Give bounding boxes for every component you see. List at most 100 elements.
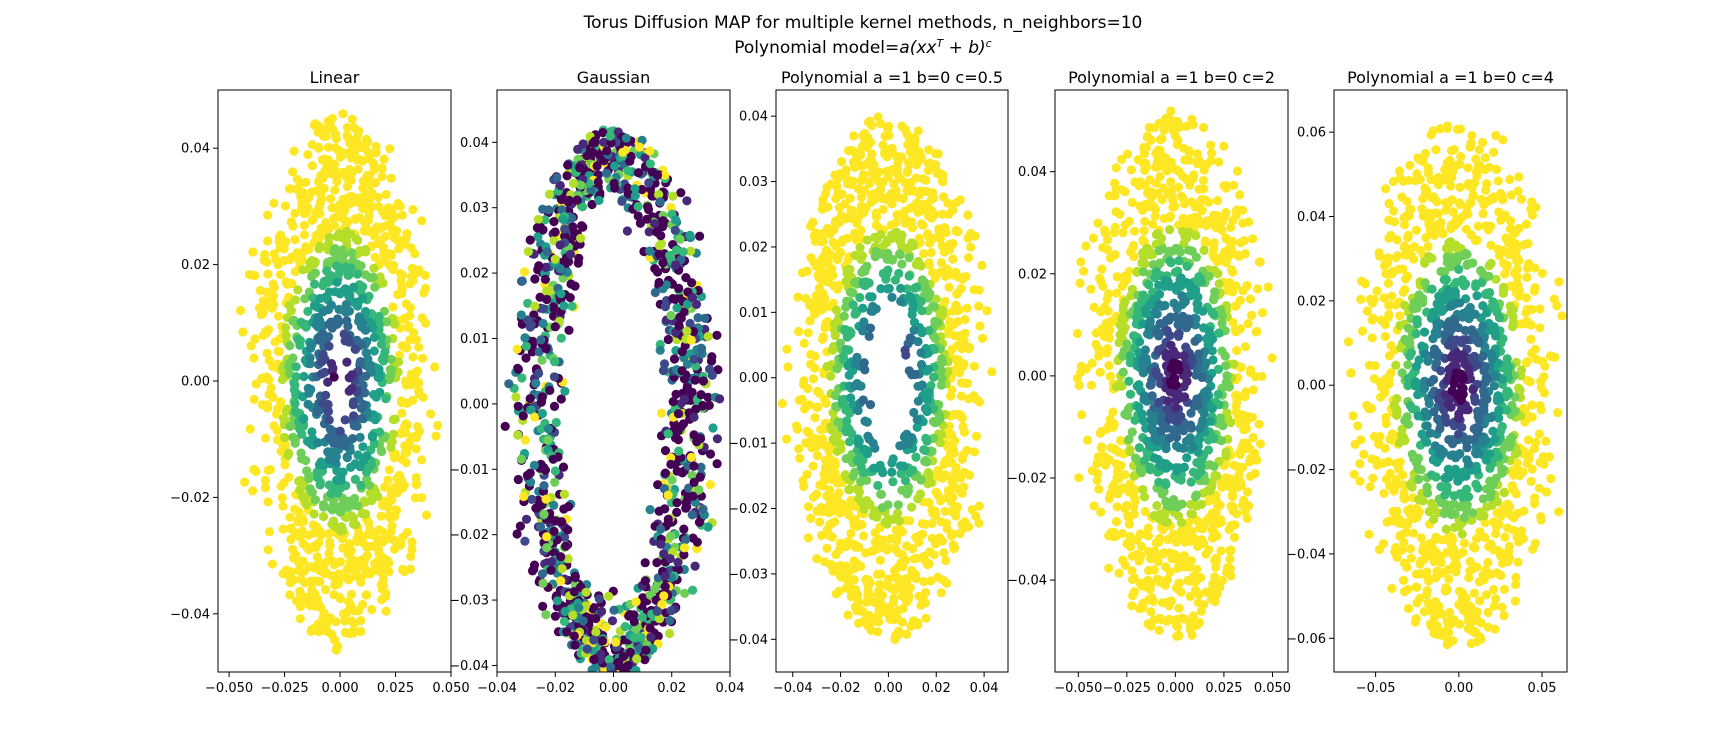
scatter-point [406, 552, 415, 561]
scatter-point [661, 469, 670, 478]
scatter-point [521, 436, 530, 445]
scatter-point [357, 404, 366, 413]
scatter-point [297, 199, 306, 208]
scatter-point [265, 390, 274, 399]
scatter-point [945, 283, 954, 292]
scatter-point [595, 594, 604, 603]
scatter-point [800, 339, 809, 348]
scatter-point [332, 571, 341, 580]
scatter-point [958, 455, 967, 464]
scatter-point [1208, 534, 1217, 543]
scatter-point [356, 357, 365, 366]
scatter-point [1154, 119, 1163, 128]
scatter-point [941, 459, 950, 468]
scatter-point [678, 347, 687, 356]
scatter-point [835, 203, 844, 212]
scatter-point [550, 372, 559, 381]
scatter-point [1178, 172, 1187, 181]
scatter-point [674, 284, 683, 293]
scatter-point [250, 395, 259, 404]
scatter-point [311, 231, 320, 240]
scatter-point [542, 495, 551, 504]
scatter-point [972, 432, 981, 441]
scatter-point [960, 315, 969, 324]
scatter-point [558, 215, 567, 224]
scatter-point [347, 248, 356, 257]
scatter-point [372, 142, 381, 151]
scatter-point [408, 352, 417, 361]
scatter-point [403, 528, 412, 537]
scatter-point [921, 614, 930, 623]
scatter-point [346, 463, 355, 472]
scatter-point [1236, 450, 1245, 459]
scatter-point [1154, 478, 1163, 487]
scatter-point [903, 166, 912, 175]
scatter-point [593, 161, 602, 170]
scatter-point [944, 329, 953, 338]
scatter-point [1125, 267, 1134, 276]
scatter-point [682, 196, 691, 205]
scatter-point [810, 413, 819, 422]
scatter-point [691, 562, 700, 571]
scatter-point [551, 255, 560, 264]
scatter-point [854, 148, 863, 157]
scatter-point [830, 171, 839, 180]
scatter-point [537, 356, 546, 365]
scatter-point [343, 131, 352, 140]
scatter-point [852, 219, 861, 228]
scatter-point [551, 322, 560, 331]
scatter-point [530, 461, 539, 470]
scatter-point [970, 285, 979, 294]
scatter-point [933, 318, 942, 327]
scatter-point [412, 335, 421, 344]
scatter-point [367, 496, 376, 505]
scatter-point [664, 429, 673, 438]
scatter-point [1107, 317, 1116, 326]
scatter-point [1226, 521, 1235, 530]
scatter-point [1230, 533, 1239, 542]
scatter-point [975, 321, 984, 330]
scatter-point [828, 475, 837, 484]
scatter-point [284, 449, 293, 458]
scatter-point [556, 240, 565, 249]
scatter-point [852, 559, 861, 568]
scatter-point [319, 350, 328, 359]
scatter-point [952, 226, 961, 235]
scatter-point [288, 167, 297, 176]
scatter-point [846, 288, 855, 297]
scatter-point [912, 554, 921, 563]
scatter-point [922, 437, 931, 446]
scatter-point [959, 524, 968, 533]
scatter-point [924, 211, 933, 220]
scatter-point [357, 261, 366, 270]
scatter-point [566, 250, 575, 259]
scatter-point [1228, 216, 1237, 225]
scatter-point [358, 318, 367, 327]
scatter-point [538, 205, 547, 214]
scatter-point [557, 517, 566, 526]
scatter-point [513, 345, 522, 354]
scatter-point [901, 574, 910, 583]
scatter-point [1139, 267, 1148, 276]
scatter-point [641, 646, 650, 655]
scatter-point [335, 208, 344, 217]
scatter-point [1130, 177, 1139, 186]
scatter-point [1108, 407, 1117, 416]
scatter-point [367, 605, 376, 614]
scatter-point [1118, 556, 1127, 565]
scatter-point [832, 589, 841, 598]
scatter-point [1228, 490, 1237, 499]
scatter-point [1094, 485, 1103, 494]
scatter-point [315, 244, 324, 253]
scatter-point [582, 588, 591, 597]
scatter-point [907, 566, 916, 575]
scatter-point [1249, 433, 1258, 442]
scatter-point [316, 197, 325, 206]
scatter-point [921, 456, 930, 465]
scatter-point [262, 257, 271, 266]
scatter-point [689, 413, 698, 422]
scatter-point [397, 289, 406, 298]
scatter-point [782, 345, 791, 354]
scatter-point [1144, 595, 1153, 604]
